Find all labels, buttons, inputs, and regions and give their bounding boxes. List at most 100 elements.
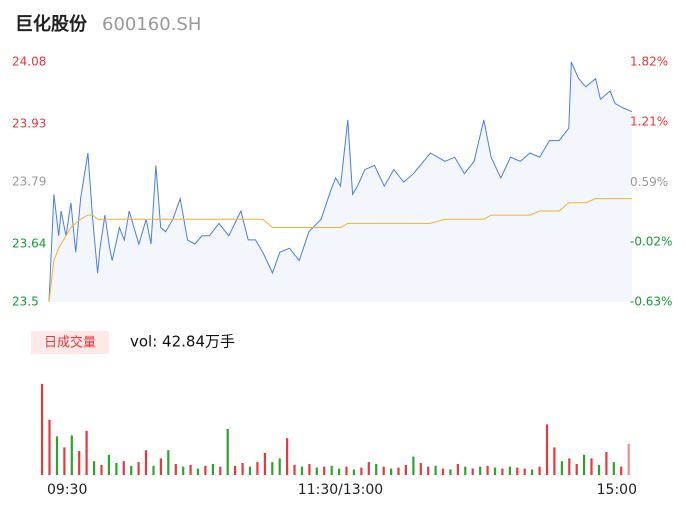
volume-bar (486, 465, 489, 475)
volume-bar (419, 463, 422, 475)
volume-bar (174, 464, 177, 475)
volume-bar (85, 430, 88, 475)
volume-bar (352, 469, 355, 475)
y-tick-label: 23.93 (12, 117, 46, 131)
volume-bar (63, 447, 66, 475)
y-tick-label: 24.08 (12, 55, 46, 69)
volume-bar (501, 468, 504, 475)
volume-bar (456, 464, 459, 475)
volume-bar (167, 450, 170, 475)
y-tick-label: 23.5 (12, 295, 39, 309)
volume-bar (449, 469, 452, 475)
volume-bar (219, 466, 222, 475)
volume-bar (107, 454, 110, 475)
y2-tick-label: 0.59% (630, 175, 668, 189)
volume-bar (404, 464, 407, 475)
volume-bar (338, 468, 341, 475)
volume-button[interactable]: 日成交量 (44, 335, 96, 351)
y-tick-label: 23.79 (12, 175, 46, 189)
volume-bar (137, 462, 140, 475)
volume-bar (159, 458, 162, 475)
volume-bar (464, 466, 467, 475)
volume-bar (412, 456, 415, 475)
volume-bar (286, 438, 289, 475)
volume-bar (55, 436, 59, 475)
volume-bar (241, 463, 244, 475)
volume-bar (323, 466, 326, 475)
volume-total: vol: 42.84万手 (130, 333, 235, 351)
volume-bar (130, 465, 133, 475)
volume-bar (390, 468, 393, 475)
volume-bar (300, 466, 304, 475)
volume-bar (144, 450, 148, 475)
stock-code: 600160.SH (102, 14, 201, 35)
y2-tick-label: 1.21% (630, 114, 668, 128)
volume-bar (278, 458, 281, 475)
volume-bar (204, 465, 207, 475)
volume-bar (271, 462, 274, 475)
volume-bar (93, 461, 96, 475)
volume-bar (293, 464, 296, 475)
volume-bar (427, 466, 430, 475)
volume-bar (441, 468, 445, 475)
volume-bar (263, 452, 266, 475)
volume-bar (78, 451, 81, 475)
volume-bar (612, 462, 615, 475)
volume-bar (256, 462, 259, 475)
volume-bar (360, 467, 363, 475)
volume-bar (434, 465, 437, 475)
volume-bar (620, 466, 623, 475)
volume-bar (382, 466, 385, 475)
x-tick-label: 15:00 (597, 482, 637, 498)
volume-bar (315, 467, 318, 475)
volume-bar (48, 419, 51, 475)
volume-bar (226, 429, 229, 475)
volume-bar (196, 468, 200, 475)
volume-bar (523, 468, 526, 475)
volume-bar (182, 466, 185, 475)
y2-tick-label: -0.63% (630, 295, 672, 309)
volume-bar (471, 468, 474, 475)
x-tick-label: 11:30/13:00 (298, 482, 383, 498)
volume-bar (248, 466, 252, 475)
volume-bar (100, 464, 103, 475)
y-tick-label: 23.64 (12, 237, 46, 251)
volume-bar (375, 464, 378, 475)
stock-name: 巨化股份 (15, 13, 88, 35)
volume-bar (152, 465, 155, 475)
volume-bar (531, 469, 534, 475)
volume-bar (568, 458, 571, 475)
volume-bar (115, 463, 118, 475)
volume-bar (397, 467, 400, 475)
price-area (49, 62, 632, 302)
volume-bar (330, 465, 333, 475)
volume-bar (122, 461, 125, 475)
price-line (48, 61, 633, 303)
y2-tick-label: -0.02% (630, 235, 672, 249)
volume-bar (70, 435, 73, 475)
avg-line (48, 198, 632, 303)
y2-tick-label: 1.82% (630, 55, 668, 69)
volume-bar (575, 464, 578, 475)
volume-bar (545, 424, 549, 475)
volume-bar (597, 464, 601, 475)
volume-bar (211, 464, 214, 475)
volume-bar (553, 447, 556, 475)
volume-bar (516, 467, 519, 475)
volume-bar (367, 462, 370, 475)
volume-bar (41, 383, 44, 475)
volume-bar (627, 443, 630, 475)
volume-bar (479, 466, 482, 475)
volume-bar (493, 467, 497, 475)
volume-bar (308, 464, 311, 475)
volume-button-bg[interactable] (31, 331, 109, 354)
volume-bar (538, 466, 541, 475)
volume-bar (345, 466, 348, 475)
volume-bar (234, 465, 237, 475)
volume-bar (590, 458, 593, 475)
volume-bar (189, 464, 192, 475)
volume-bar (508, 466, 511, 475)
volume-bar (605, 452, 608, 475)
x-tick-label: 09:30 (47, 482, 87, 498)
